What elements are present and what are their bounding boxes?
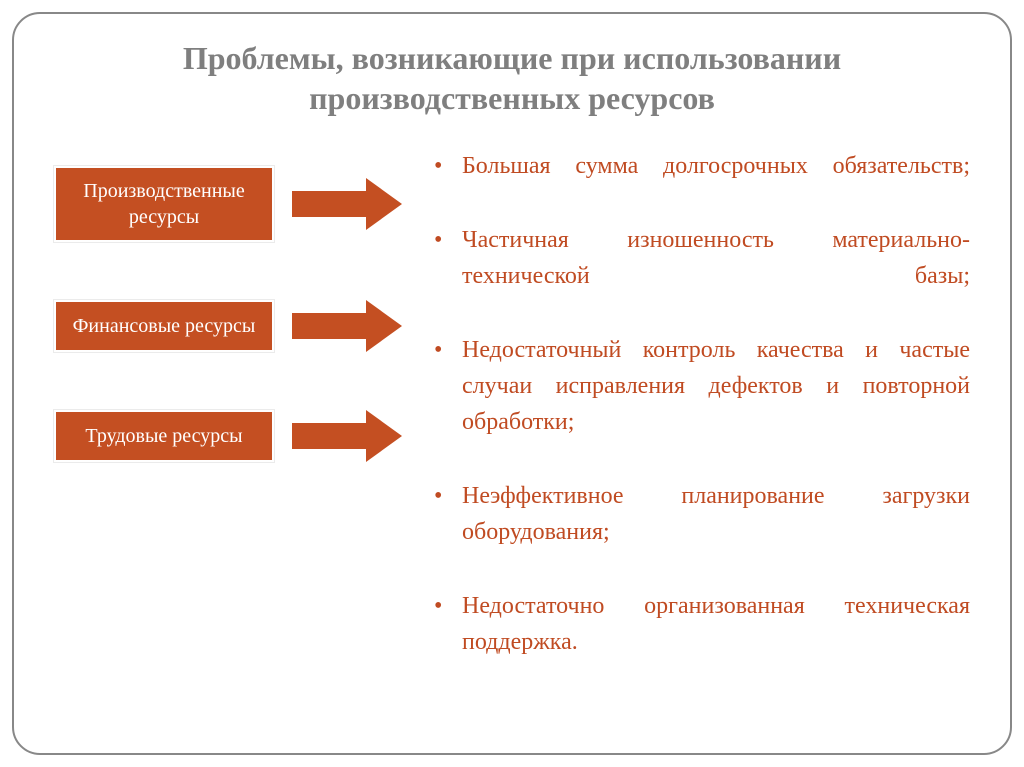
- list-item: • Неэффективное планирование загрузки об…: [434, 478, 970, 586]
- page-title: Проблемы, возникающие при использовании …: [54, 38, 970, 118]
- bullet-text: Частичная изношенность материально-техни…: [462, 222, 970, 330]
- list-item: • Частичная изношенность материально-тех…: [434, 222, 970, 330]
- bullet-text: Недостаточный контроль качества и частые…: [462, 332, 970, 476]
- bullet-text: Недостаточно организованная техническая …: [462, 588, 970, 696]
- slide-frame: Проблемы, возникающие при использовании …: [12, 12, 1012, 755]
- bullet-icon: •: [434, 148, 462, 184]
- arrow-icon: [292, 300, 402, 352]
- bullet-list: • Большая сумма долгосрочных обязательст…: [434, 148, 970, 698]
- bullet-icon: •: [434, 478, 462, 514]
- list-item: • Недостаточно организованная техническа…: [434, 588, 970, 696]
- box-financial-resources: Финансовые ресурсы: [54, 300, 274, 352]
- bullet-icon: •: [434, 332, 462, 368]
- bullet-icon: •: [434, 588, 462, 624]
- list-item: • Недостаточный контроль качества и част…: [434, 332, 970, 476]
- box-row-2: Финансовые ресурсы: [54, 300, 414, 352]
- box-labor-resources: Трудовые ресурсы: [54, 410, 274, 462]
- left-column: Производственные ресурсы Финансовые ресу…: [54, 148, 414, 698]
- box-row-1: Производственные ресурсы: [54, 166, 414, 242]
- arrow-icon: [292, 410, 402, 462]
- bullet-text: Большая сумма долгосрочных обязательств;: [462, 148, 970, 220]
- list-item: • Большая сумма долгосрочных обязательст…: [434, 148, 970, 220]
- content-area: Производственные ресурсы Финансовые ресу…: [54, 148, 970, 698]
- bullet-icon: •: [434, 222, 462, 258]
- bullet-text: Неэффективное планирование загрузки обор…: [462, 478, 970, 586]
- box-row-3: Трудовые ресурсы: [54, 410, 414, 462]
- box-production-resources: Производственные ресурсы: [54, 166, 274, 242]
- arrow-icon: [292, 178, 402, 230]
